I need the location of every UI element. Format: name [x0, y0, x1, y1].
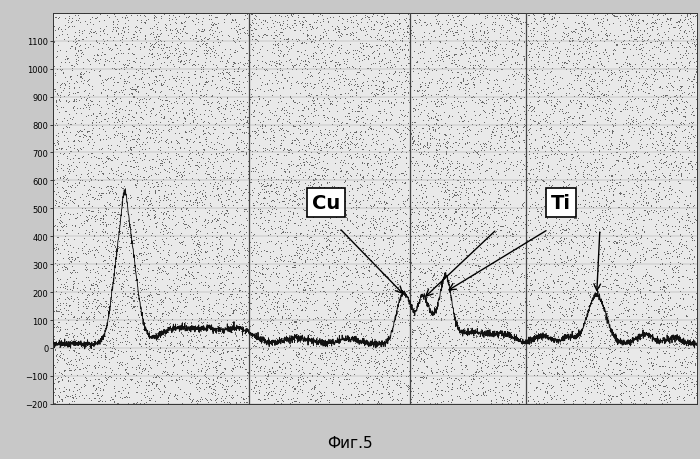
Text: Ti: Ti — [552, 194, 571, 213]
Text: Фиг.5: Фиг.5 — [327, 435, 373, 450]
Text: Cu: Cu — [312, 194, 340, 213]
